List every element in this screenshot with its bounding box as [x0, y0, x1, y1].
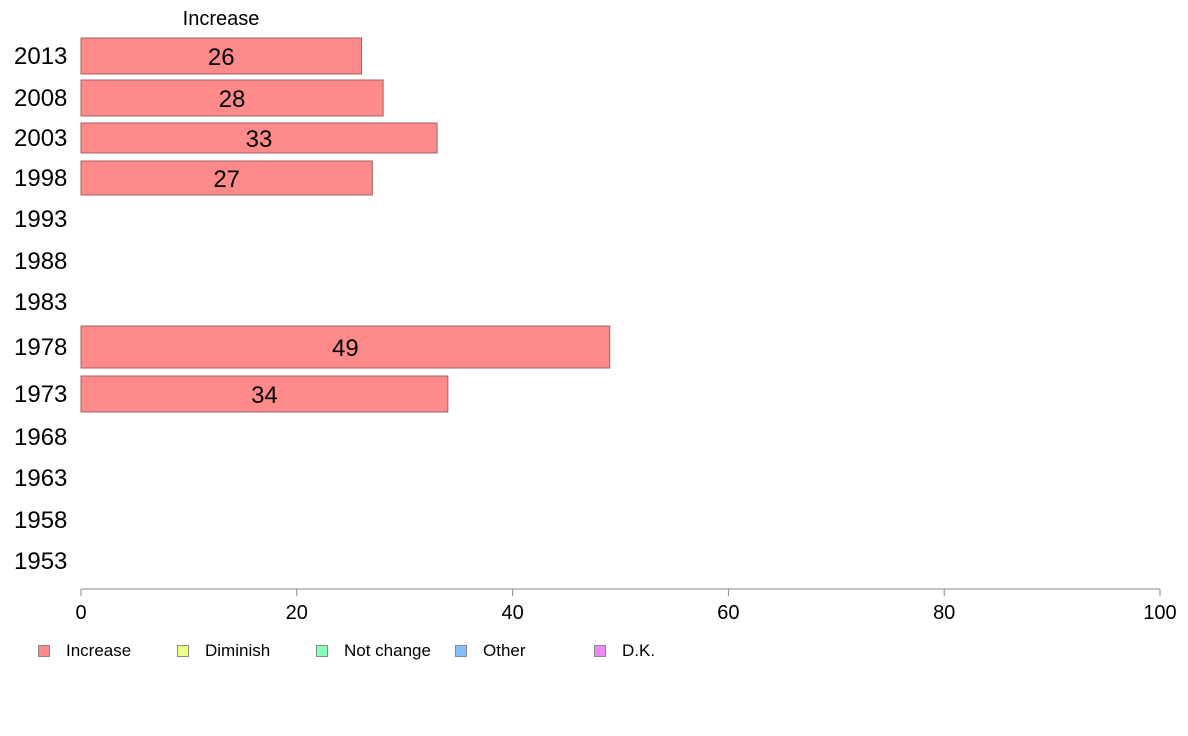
category-label-1963: 1963 [14, 465, 67, 492]
data-label-1998: 27 [213, 166, 240, 193]
x-axis: 0 20 40 60 80 100 [75, 588, 1177, 624]
x-tick-label-40: 40 [501, 602, 523, 624]
legend-label-not-change: Not change [344, 641, 431, 660]
legend-label-other: Other [483, 641, 526, 660]
legend-label-dk: D.K. [622, 641, 656, 660]
legend-item-increase: Increase [38, 641, 177, 661]
legend-item-other: Other [455, 641, 594, 661]
legend-item-not-change: Not change [316, 641, 455, 661]
legend-label-diminish: Diminish [205, 641, 271, 660]
legend-swatch-increase [38, 645, 50, 657]
category-label-1978: 1978 [14, 334, 67, 361]
category-label-2008: 2008 [14, 85, 67, 112]
x-tick-label-100: 100 [1143, 602, 1176, 624]
legend-swatch-not-change [316, 645, 328, 657]
bar-1998 [80, 160, 373, 196]
category-label-1998: 1998 [14, 165, 67, 192]
x-tick-label-20: 20 [286, 602, 308, 624]
category-label-1953: 1953 [14, 548, 67, 575]
bar-2008 [80, 79, 384, 117]
bar-2003 [80, 122, 438, 154]
data-label-2013: 26 [208, 44, 235, 71]
category-label-2003: 2003 [14, 125, 67, 152]
category-labels: 2013 2008 2003 1998 1993 1988 1983 1978 1973 1968… [14, 43, 67, 575]
category-label-2013: 2013 [14, 43, 67, 70]
category-label-1958: 1958 [14, 507, 67, 534]
series-header: Increase [183, 8, 260, 30]
data-label-1973: 34 [251, 382, 278, 409]
category-label-1968: 1968 [14, 424, 67, 451]
legend-item-dk: D.K. [594, 641, 733, 661]
category-label-1983: 1983 [14, 289, 67, 316]
data-label-2008: 28 [219, 86, 246, 113]
category-label-1988: 1988 [14, 248, 67, 275]
x-tick-label-80: 80 [933, 602, 955, 624]
bar-2013 [80, 37, 363, 75]
category-label-1993: 1993 [14, 206, 67, 233]
bar-1973 [80, 375, 449, 413]
legend-label-increase: Increase [66, 641, 132, 660]
bar-1978 [80, 325, 611, 369]
category-label-1973: 1973 [14, 381, 67, 408]
data-label-1978: 49 [332, 335, 359, 362]
legend-swatch-other [455, 645, 467, 657]
x-tick-label-0: 0 [75, 602, 86, 624]
legend: Increase Diminish Not change Other D.K. [38, 641, 733, 661]
legend-swatch-diminish [177, 645, 189, 657]
legend-swatch-dk [594, 645, 606, 657]
legend-item-diminish: Diminish [177, 641, 316, 661]
x-tick-label-60: 60 [717, 602, 739, 624]
data-label-2003: 33 [246, 126, 273, 153]
